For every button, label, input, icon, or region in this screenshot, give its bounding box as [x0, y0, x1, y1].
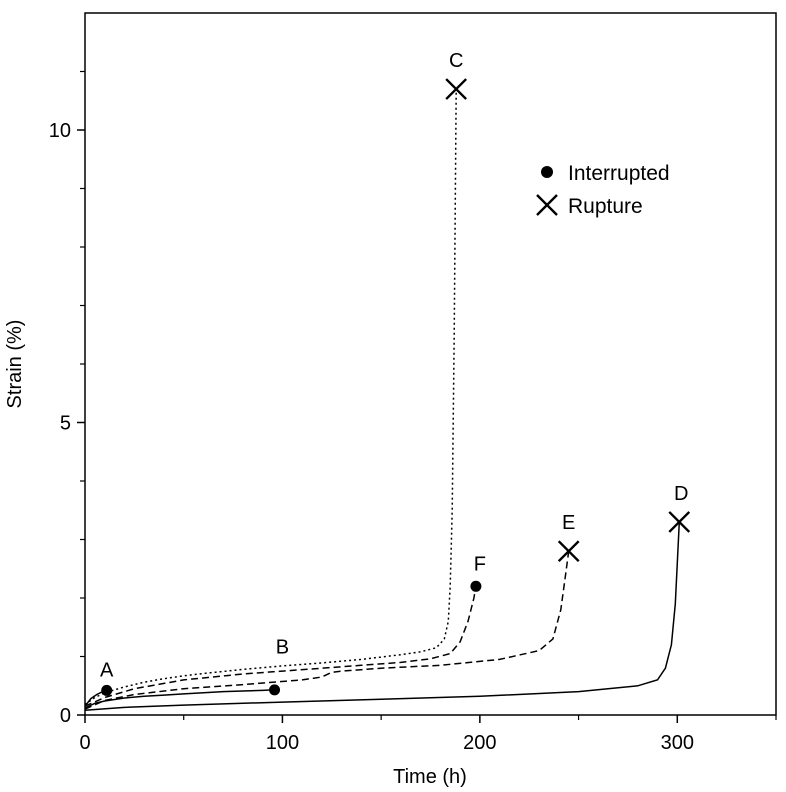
plot-frame: [84, 12, 777, 716]
curve-e: [84, 551, 570, 710]
curves: [84, 89, 681, 712]
x-tick-label: 100: [266, 732, 299, 754]
legend: Interrupted Rupture: [536, 162, 670, 218]
legend-label: Interrupted: [568, 162, 670, 185]
x-tick-label: 0: [79, 732, 90, 754]
curve-d: [84, 521, 681, 712]
interrupted-marker-a: [101, 684, 113, 696]
interrupted-marker-f: [470, 580, 482, 592]
legend-x-icon: [536, 194, 558, 216]
curve-b: [84, 689, 275, 709]
x-tick-label: 200: [463, 732, 496, 754]
rupture-marker-d: [668, 511, 691, 533]
end-markers: [101, 78, 691, 696]
curve-label-b: B: [276, 637, 289, 659]
rupture-marker-e: [557, 540, 580, 563]
legend-circle-icon: [541, 166, 553, 178]
interrupted-marker-b: [269, 684, 281, 696]
curve-f: [84, 586, 477, 707]
x-tick-label: 300: [661, 732, 694, 754]
curve-label-c: C: [449, 50, 463, 72]
curve-label-f: F: [474, 553, 486, 575]
curve-c: [84, 89, 457, 706]
rupture-marker-c: [445, 78, 468, 100]
curve-label-e: E: [562, 512, 575, 534]
y-axis-title: Strain (%): [4, 320, 26, 409]
legend-item-interrupted: Interrupted: [541, 162, 670, 185]
axis-ticks: 0 100 200 300 0 5 10: [49, 70, 777, 754]
x-axis-title: Time (h): [393, 766, 467, 788]
y-tick-label: 10: [49, 120, 71, 142]
curve-labels: A B C D E F: [100, 50, 688, 681]
curve-label-d: D: [674, 483, 688, 505]
y-tick-label: 0: [60, 705, 71, 727]
legend-item-rupture: Rupture: [536, 194, 643, 218]
y-tick-label: 5: [60, 413, 71, 435]
legend-label: Rupture: [568, 195, 643, 218]
curve-label-a: A: [100, 659, 114, 681]
